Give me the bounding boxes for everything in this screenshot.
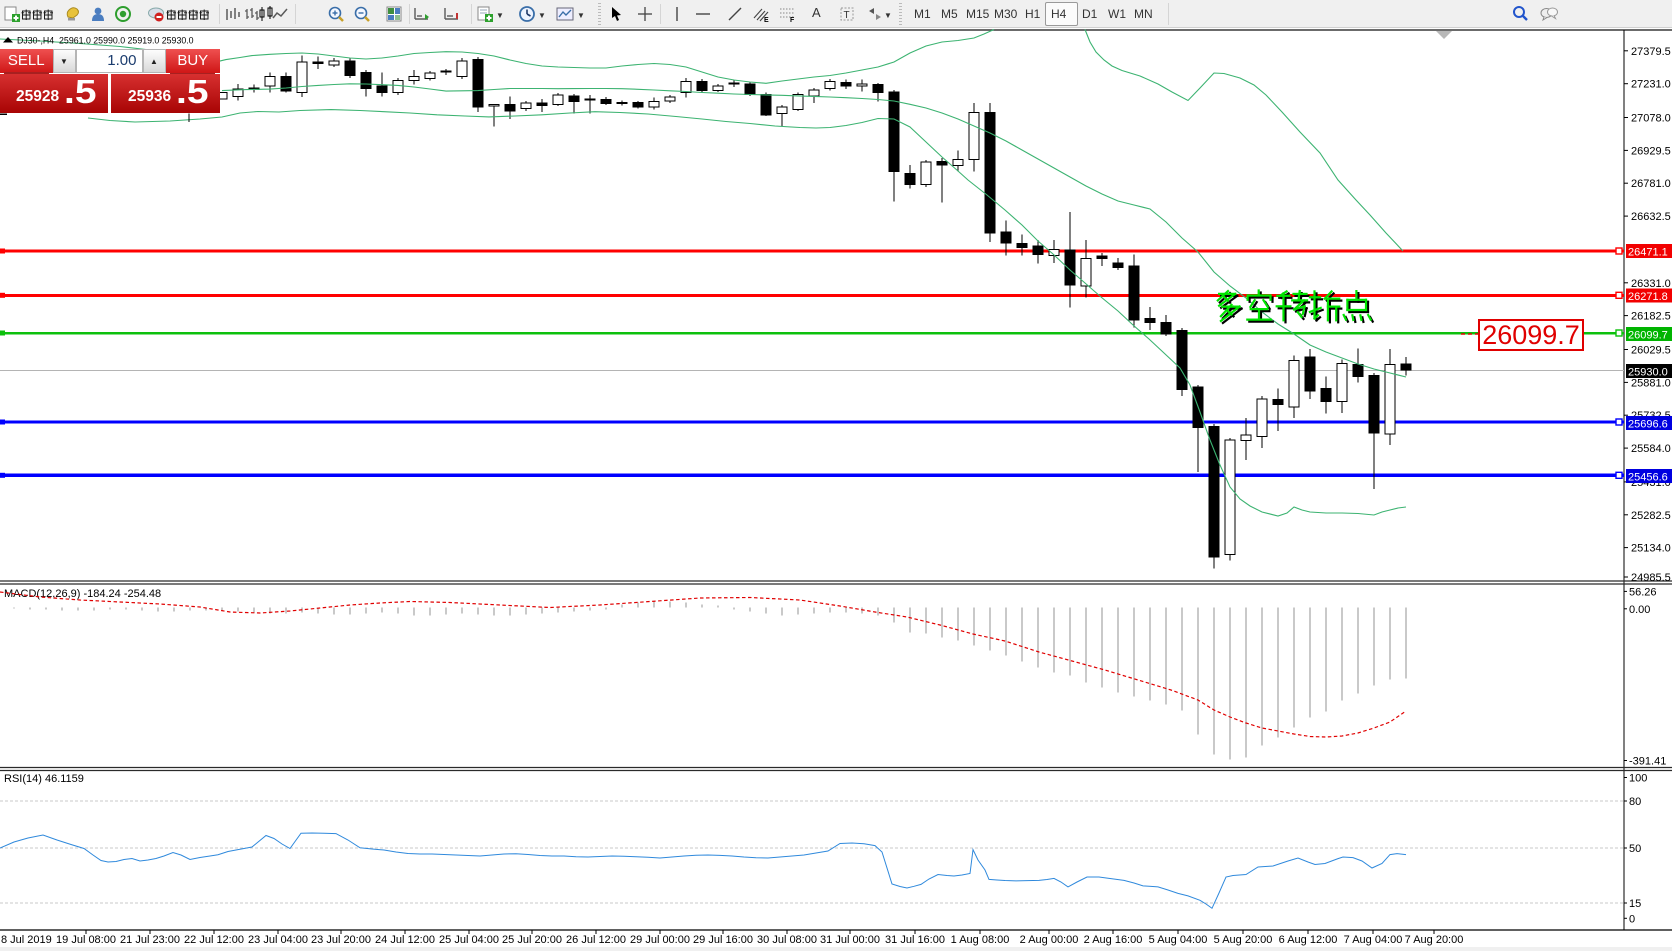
svg-text:7 Aug 04:00: 7 Aug 04:00: [1344, 934, 1403, 946]
svg-text:26 Jul 12:00: 26 Jul 12:00: [566, 934, 626, 946]
svg-text:23 Jul 20:00: 23 Jul 20:00: [311, 934, 371, 946]
svg-text:31 Jul 16:00: 31 Jul 16:00: [885, 934, 945, 946]
svg-text:26929.5: 26929.5: [1631, 145, 1671, 157]
svg-text:26781.0: 26781.0: [1631, 178, 1671, 190]
svg-text:24985.5: 24985.5: [1631, 572, 1671, 584]
svg-text:2 Aug 16:00: 2 Aug 16:00: [1084, 934, 1143, 946]
svg-text:15: 15: [1629, 898, 1641, 910]
svg-text:6 Aug 12:00: 6 Aug 12:00: [1279, 934, 1338, 946]
svg-text:25584.0: 25584.0: [1631, 443, 1671, 455]
svg-text:27231.0: 27231.0: [1631, 79, 1671, 91]
svg-text:26099.7: 26099.7: [1482, 320, 1580, 350]
svg-text:25881.0: 25881.0: [1631, 377, 1671, 389]
svg-text:E: E: [764, 17, 769, 23]
svg-text:7 Aug 20:00: 7 Aug 20:00: [1405, 934, 1464, 946]
svg-text:29 Jul 00:00: 29 Jul 00:00: [630, 934, 690, 946]
svg-text:8 Jul 2019: 8 Jul 2019: [1, 934, 52, 946]
svg-text:31 Jul 00:00: 31 Jul 00:00: [820, 934, 880, 946]
svg-text:25134.0: 25134.0: [1631, 543, 1671, 555]
svg-text:26271.8: 26271.8: [1628, 291, 1668, 303]
svg-text:25 Jul 20:00: 25 Jul 20:00: [502, 934, 562, 946]
svg-text:26099.7: 26099.7: [1628, 330, 1668, 342]
svg-text:19 Jul 08:00: 19 Jul 08:00: [56, 934, 116, 946]
svg-text:80: 80: [1629, 796, 1641, 808]
svg-text:25 Jul 04:00: 25 Jul 04:00: [439, 934, 499, 946]
svg-text:25456.6: 25456.6: [1628, 472, 1668, 484]
svg-text:RSI(14) 46.1159: RSI(14) 46.1159: [4, 773, 84, 785]
svg-text:25696.6: 25696.6: [1628, 419, 1668, 431]
svg-text:0: 0: [1629, 913, 1635, 925]
svg-text:24 Jul 12:00: 24 Jul 12:00: [375, 934, 435, 946]
svg-text:56.26: 56.26: [1629, 586, 1657, 598]
svg-text:2 Aug 00:00: 2 Aug 00:00: [1020, 934, 1079, 946]
svg-text:MACD(12,26,9) -184.24 -254.48: MACD(12,26,9) -184.24 -254.48: [4, 588, 161, 600]
svg-text:27078.0: 27078.0: [1631, 113, 1671, 125]
svg-text:26632.5: 26632.5: [1631, 211, 1671, 223]
svg-text:1 Aug 08:00: 1 Aug 08:00: [951, 934, 1010, 946]
svg-text:T: T: [844, 10, 850, 21]
svg-text:26182.5: 26182.5: [1631, 311, 1671, 323]
svg-text:5 Aug 04:00: 5 Aug 04:00: [1149, 934, 1208, 946]
svg-text:-391.41: -391.41: [1629, 756, 1666, 768]
svg-text:100: 100: [1629, 773, 1647, 785]
svg-text:30 Jul 08:00: 30 Jul 08:00: [757, 934, 817, 946]
svg-text:26471.1: 26471.1: [1628, 247, 1668, 259]
svg-text:25282.5: 25282.5: [1631, 510, 1671, 522]
svg-text:21 Jul 23:00: 21 Jul 23:00: [120, 934, 180, 946]
svg-text:22 Jul 12:00: 22 Jul 12:00: [184, 934, 244, 946]
svg-text:25930.0: 25930.0: [1628, 367, 1668, 379]
svg-text:26029.5: 26029.5: [1631, 345, 1671, 357]
svg-text:29 Jul 16:00: 29 Jul 16:00: [693, 934, 753, 946]
svg-text:5 Aug 20:00: 5 Aug 20:00: [1214, 934, 1273, 946]
svg-text:0.00: 0.00: [1629, 604, 1650, 616]
svg-text:50: 50: [1629, 843, 1641, 855]
svg-text:26331.0: 26331.0: [1631, 278, 1671, 290]
svg-text:27379.5: 27379.5: [1631, 46, 1671, 58]
svg-text:DJ30-,H4 25961.0 25990.0 2591: DJ30-,H4 25961.0 25990.0 25919.0 25930.0: [17, 36, 194, 46]
svg-text:23 Jul 04:00: 23 Jul 04:00: [248, 934, 308, 946]
svg-text:F: F: [790, 17, 795, 23]
